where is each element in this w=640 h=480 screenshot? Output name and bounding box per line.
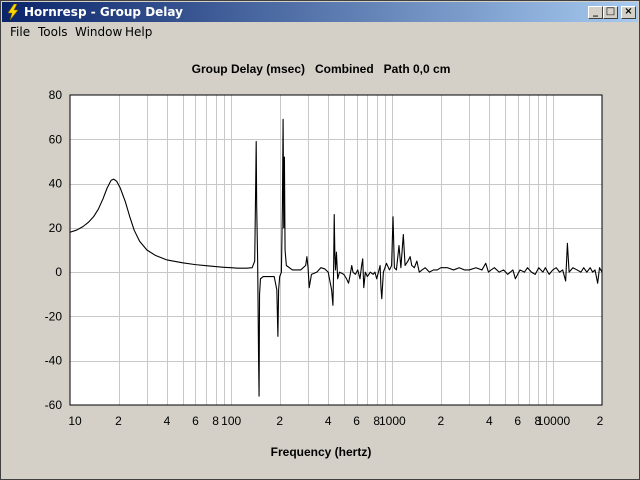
x-tick-label: 2 [597, 414, 604, 428]
plot-border [69, 94, 603, 406]
x-tick-label: 4 [325, 414, 332, 428]
y-tick-label: 40 [49, 177, 63, 191]
series-group [69, 118, 603, 397]
x-tick-label: 6 [514, 414, 521, 428]
x-tick-label: 8 [212, 414, 219, 428]
maximize-button[interactable]: □ [603, 6, 618, 19]
x-tick-label: 6 [353, 414, 360, 428]
x-tick-label: 4 [164, 414, 171, 428]
chart-title: Group Delay (msec) Combined Path 0,0 cm [192, 62, 451, 76]
y-tick-label: -60 [45, 398, 63, 412]
close-icon: × [624, 6, 633, 17]
close-button[interactable]: × [621, 6, 636, 19]
x-tick-label: 10000 [537, 414, 571, 428]
x-tick-label: 100 [221, 414, 241, 428]
y-axis-ticks: 80 60 40 20 0 -20 -40 -60 [45, 88, 63, 412]
x-axis-label: Frequency (hertz) [271, 445, 372, 459]
minimize-button[interactable]: _ [588, 6, 603, 19]
y-tick-label: -20 [45, 309, 63, 323]
x-tick-label: 10 [68, 414, 82, 428]
x-tick-label: 1000 [379, 414, 406, 428]
y-tick-label: 80 [49, 88, 63, 102]
x-tick-label: 2 [437, 414, 444, 428]
y-tick-label: 60 [49, 132, 63, 146]
x-tick-label: 2 [276, 414, 283, 428]
menu-bar: File Tools Window Help [2, 22, 638, 41]
menu-help[interactable]: Help [125, 25, 153, 39]
menu-tools[interactable]: Tools [38, 25, 68, 39]
x-tick-label: 4 [486, 414, 493, 428]
y-tick-label: 0 [55, 265, 62, 279]
title-bar[interactable]: Hornresp - Group Delay _ □ × [2, 2, 638, 22]
window-title: Hornresp - Group Delay [24, 5, 183, 19]
x-tick-label: 8 [373, 414, 380, 428]
x-tick-label: 2 [115, 414, 122, 428]
minimize-icon: _ [593, 6, 598, 17]
maximize-icon: □ [605, 6, 616, 17]
x-tick-label: 8 [535, 414, 542, 428]
menu-file[interactable]: File [10, 25, 31, 39]
y-tick-label: 20 [49, 221, 63, 235]
y-tick-label: -40 [45, 354, 63, 368]
menu-window[interactable]: Window [75, 25, 123, 39]
series-line [69, 118, 603, 397]
plot-area [70, 95, 602, 405]
x-tick-label: 6 [192, 414, 199, 428]
lightning-icon [7, 4, 19, 20]
